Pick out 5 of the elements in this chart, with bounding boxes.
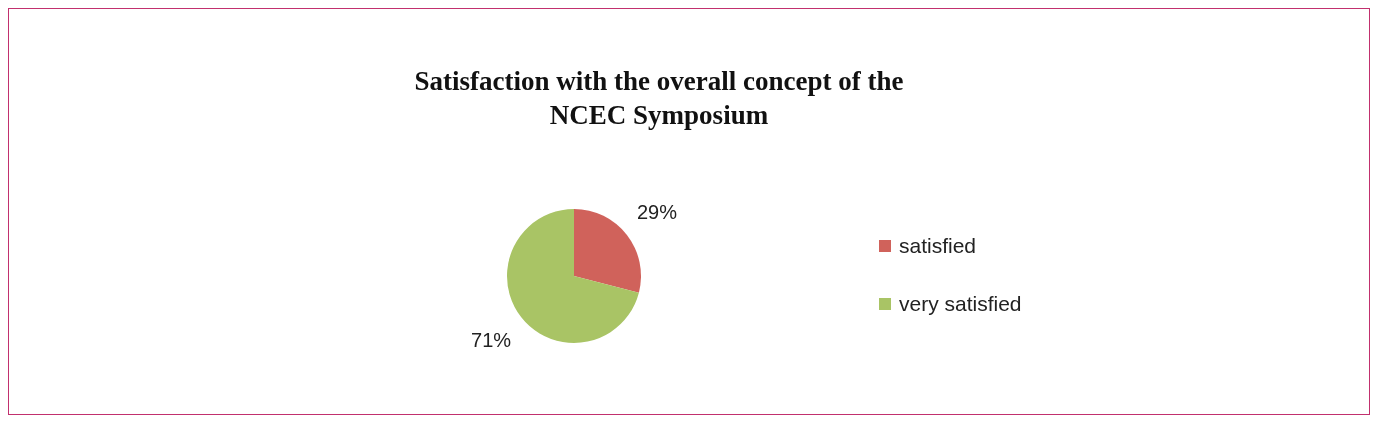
legend-label: very satisfied bbox=[899, 292, 1022, 316]
data-label: 71% bbox=[471, 329, 512, 352]
chart-title: Satisfaction with the overall concept of the NCEC Symposium bbox=[413, 65, 905, 132]
data-label: 29% bbox=[636, 200, 678, 223]
legend-label: satisfied bbox=[899, 234, 977, 258]
